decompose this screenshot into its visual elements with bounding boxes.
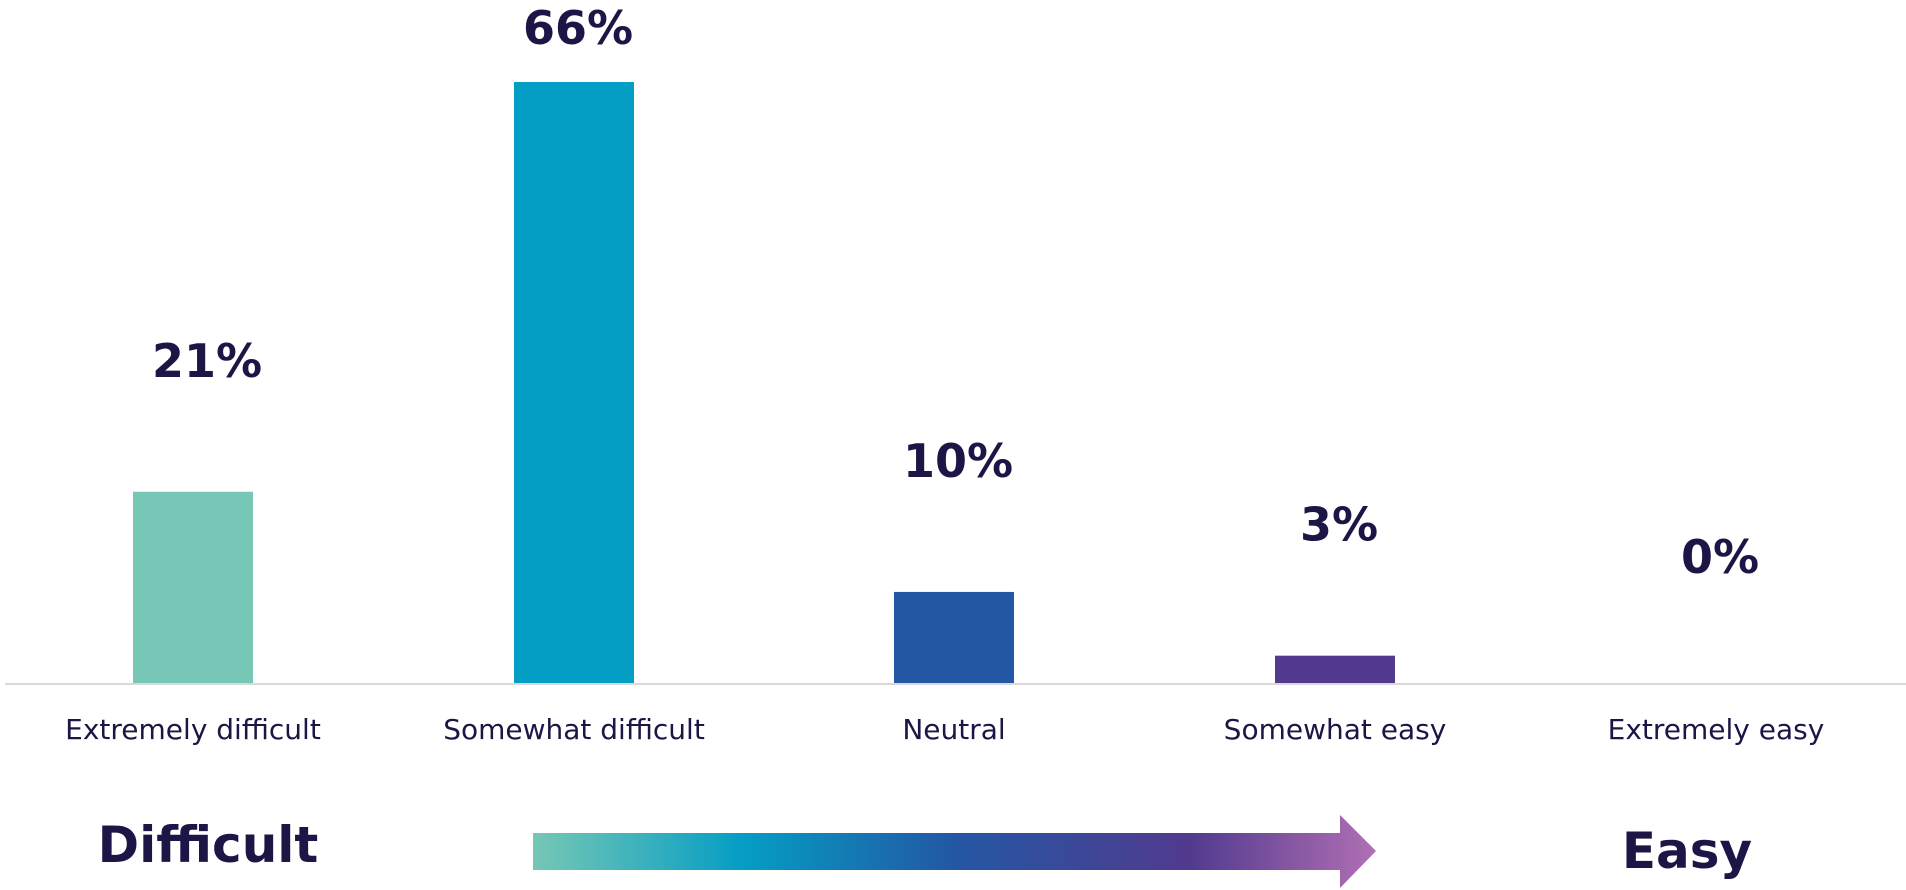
- category-label-extremely-easy: Extremely easy: [1608, 713, 1825, 746]
- bar-somewhat-easy: [1275, 655, 1395, 683]
- bar-neutral: [894, 591, 1014, 683]
- difficulty-scale: Difficult Easy: [98, 815, 1752, 888]
- category-label-neutral: Neutral: [902, 713, 1005, 746]
- bar-extremely-difficult: [133, 491, 253, 683]
- category-label-extremely-difficult: Extremely difficult: [65, 713, 321, 746]
- value-label-extremely-easy: 0%: [1681, 530, 1759, 584]
- scale-gradient-arrow: [533, 815, 1376, 888]
- value-label-neutral: 10%: [903, 434, 1013, 488]
- value-label-extremely-difficult: 21%: [152, 334, 262, 388]
- scale-left-label: Difficult: [98, 816, 319, 874]
- value-label-somewhat-easy: 3%: [1300, 498, 1378, 552]
- value-label-somewhat-difficult: 66%: [523, 1, 633, 55]
- category-label-somewhat-easy: Somewhat easy: [1224, 713, 1447, 746]
- bar-somewhat-difficult: [514, 82, 634, 683]
- category-label-somewhat-difficult: Somewhat difficult: [443, 713, 705, 746]
- scale-right-label: Easy: [1622, 822, 1752, 880]
- bars-group: 21% Extremely difficult 66% Somewhat diffic…: [65, 1, 1824, 746]
